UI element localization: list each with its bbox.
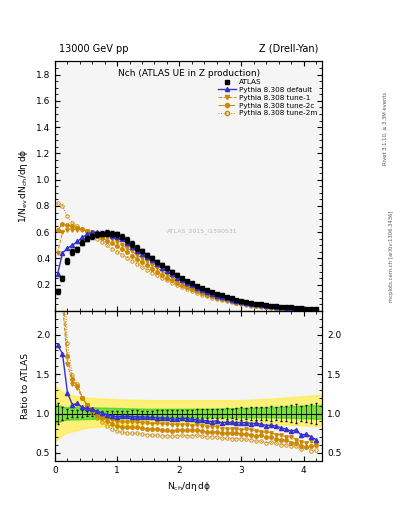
Legend: ATLAS, Pythia 8.308 default, Pythia 8.308 tune-1, Pythia 8.308 tune-2c, Pythia 8: ATLAS, Pythia 8.308 default, Pythia 8.30… [217,77,319,118]
X-axis label: $\mathrm{N_{ch}/d\eta\,d\phi}$: $\mathrm{N_{ch}/d\eta\,d\phi}$ [167,480,211,493]
Text: 13000 GeV pp: 13000 GeV pp [59,44,129,54]
Y-axis label: Ratio to ATLAS: Ratio to ATLAS [21,353,30,419]
Text: Z (Drell-Yan): Z (Drell-Yan) [259,44,318,54]
Text: mcplots.cern.ch [arXiv:1306.3436]: mcplots.cern.ch [arXiv:1306.3436] [389,210,393,302]
Text: Nch (ATLAS UE in Z production): Nch (ATLAS UE in Z production) [118,69,260,78]
Text: ATLAS_2015_I1390531: ATLAS_2015_I1390531 [167,228,237,234]
Y-axis label: $1/\mathrm{N_{ev}}\,\mathrm{dN_{ch}/d\eta\,d\phi}$: $1/\mathrm{N_{ev}}\,\mathrm{dN_{ch}/d\et… [17,149,30,223]
Text: Rivet 3.1.10, ≥ 3.3M events: Rivet 3.1.10, ≥ 3.3M events [383,91,387,165]
